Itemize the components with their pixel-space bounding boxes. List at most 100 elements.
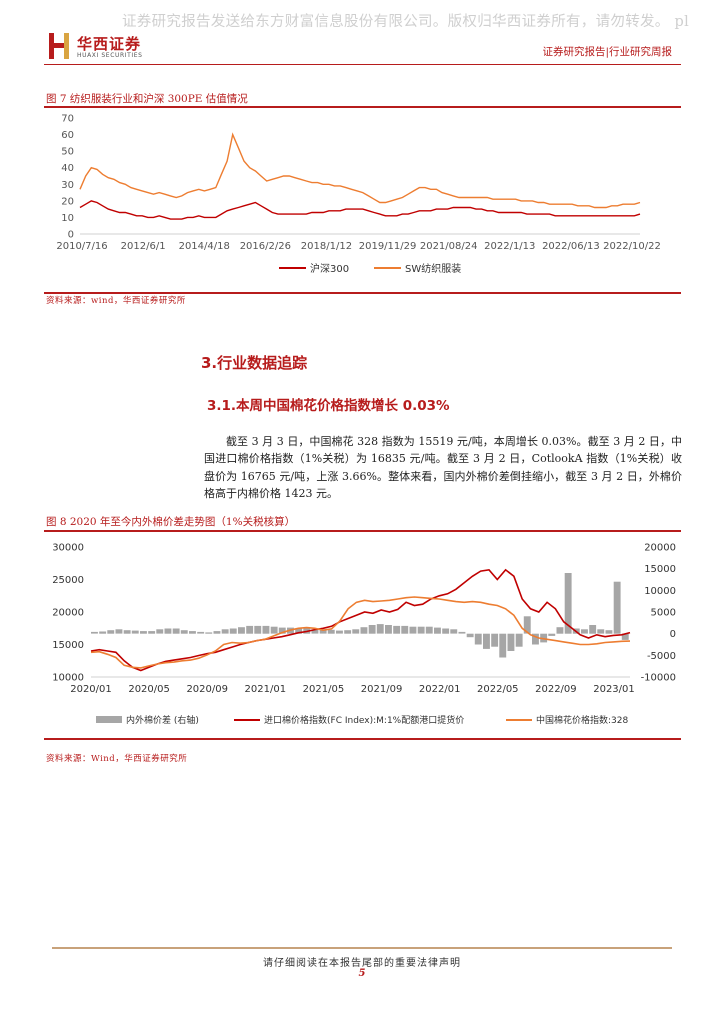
y-tick-label: 60: [61, 130, 74, 141]
spread-bar: [393, 625, 401, 634]
spread-bar: [295, 628, 303, 634]
x-tick-label: 2020/01: [70, 684, 112, 695]
spread-bar: [417, 626, 425, 634]
spread-bar: [515, 633, 523, 647]
x-tick-label: 2014/4/18: [179, 241, 230, 252]
y-tick-label: 10: [61, 213, 74, 224]
spread-bar: [360, 627, 368, 634]
spread-bar: [507, 633, 515, 651]
x-tick-label: 2021/01: [245, 684, 287, 695]
spread-bar: [205, 632, 213, 634]
spread-bar: [254, 625, 262, 634]
y2-tick-label: 20000: [644, 543, 676, 554]
spread-bar: [523, 616, 531, 634]
figure7-series: [79, 132, 641, 220]
series-line: [79, 200, 641, 220]
figure7-y-axis: 0 10 20 30 40 50 60 70: [61, 114, 74, 241]
spread-bar: [197, 631, 205, 634]
series-line: [79, 132, 641, 209]
section-heading: 3.行业数据追踪: [201, 354, 308, 372]
spread-bar: [442, 628, 450, 634]
spread-bar: [336, 630, 343, 634]
figure8-bottom-rule: [44, 738, 681, 740]
spread-bar: [107, 630, 115, 634]
figure7-chart: 0 10 20 30 40 50 60 70 2010/7/16 2012/6/1 2014/4/…: [56, 114, 661, 276]
figure7-source: 资料来源：wind，华西证券研究所: [46, 296, 186, 306]
spread-bar: [131, 630, 139, 634]
spread-bar: [466, 633, 474, 638]
spread-bar: [221, 629, 229, 634]
y-tick-label: 10000: [52, 673, 84, 684]
y-tick-label: 20000: [52, 608, 84, 619]
spread-bar: [270, 626, 278, 634]
legend-import-label: 进口棉价格指数(FC Index):M:1%配额港口提货价: [264, 714, 464, 726]
figure7-top-rule: [44, 106, 681, 108]
legend-hs300-label: 沪深300: [310, 262, 349, 275]
spread-bar: [180, 630, 188, 634]
spread-bar: [140, 631, 147, 634]
spread-bar: [605, 630, 613, 634]
y2-tick-label: 0: [670, 629, 676, 640]
spread-bar: [532, 633, 539, 645]
x-tick-label: 2022/05: [477, 684, 519, 695]
x-tick-label: 2020/09: [186, 684, 228, 695]
spread-bar: [483, 633, 490, 649]
spread-bar: [213, 631, 221, 634]
subsection-heading: 3.1.本周中国棉花价格指数增长 0.03%: [207, 398, 450, 414]
spread-bar: [409, 626, 417, 634]
x-tick-label: 2022/1/13: [484, 241, 535, 252]
figure8-spread-bars: [91, 573, 629, 658]
x-tick-label: 2016/2/26: [240, 241, 291, 252]
spread-bar: [621, 633, 629, 640]
spread-bar: [344, 630, 352, 634]
figure7-bottom-rule: [44, 292, 681, 294]
spread-bar: [262, 625, 270, 634]
spread-bar: [156, 629, 164, 634]
x-tick-label: 2012/6/1: [121, 241, 166, 252]
figure8-top-rule: [44, 530, 681, 532]
spread-bar: [164, 628, 172, 634]
spread-bar: [99, 631, 107, 634]
figure7-title: 图 7 纺织服装行业和沪深 300PE 估值情况: [46, 93, 248, 105]
spread-bar: [474, 633, 482, 645]
spread-bar: [450, 629, 458, 634]
figure7-legend: 沪深300 SW纺织服装: [279, 262, 461, 275]
spread-bar: [91, 631, 98, 634]
x-tick-label: 2022/10/22: [603, 241, 661, 252]
spread-bar: [581, 629, 588, 634]
spread-bar: [238, 627, 245, 634]
figure8-right-y-axis: -10000 -5000 0 5000 10000 15000 20000: [641, 543, 676, 684]
series-line: [90, 568, 631, 672]
spread-bar: [597, 629, 605, 634]
x-tick-label: 2022/09: [535, 684, 577, 695]
y-tick-label: 50: [61, 147, 74, 158]
x-tick-label: 2022/06/13: [542, 241, 600, 252]
y2-tick-label: 10000: [644, 586, 676, 597]
body-paragraph: 截至 3 月 3 日，中国棉花 328 指数为 15519 元/吨，本周增长 0…: [204, 435, 682, 500]
spread-bar: [229, 628, 237, 634]
y2-tick-label: -10000: [641, 673, 676, 684]
figure8-legend: 内外棉价差 (右轴) 进口棉价格指数(FC Index):M:1%配额港口提货价…: [96, 714, 628, 726]
page-number: 5: [358, 968, 366, 979]
x-tick-label: 2021/08/24: [420, 241, 478, 252]
x-tick-label: 2021/05: [303, 684, 345, 695]
spread-bar: [613, 581, 621, 634]
spread-bar: [327, 629, 335, 634]
y2-tick-label: 15000: [644, 564, 676, 575]
figure8-chart: 10000 15000 20000 25000 30000 -10000 -5000 0 50…: [52, 543, 676, 727]
spread-bar: [385, 625, 392, 634]
spread-bar: [376, 624, 384, 634]
x-tick-label: 2018/1/12: [301, 241, 352, 252]
spread-bar: [123, 630, 131, 634]
x-tick-label: 2021/09: [361, 684, 403, 695]
spread-bar: [368, 625, 376, 634]
logo-english-name: HUAXI SECURITIES: [77, 52, 143, 59]
spread-bar: [172, 628, 180, 634]
figure8-title: 图 8 2020 年至今内外棉价差走势图（1%关税核算）: [46, 516, 296, 528]
header-divider: [44, 64, 681, 65]
legend-cn-cotton-label: 中国棉花价格指数:328: [536, 714, 628, 726]
spread-bar: [425, 626, 433, 634]
spread-bar: [548, 633, 556, 636]
figure8-source: 资料来源：Wind，华西证券研究所: [46, 754, 188, 764]
y-tick-label: 40: [61, 163, 74, 174]
